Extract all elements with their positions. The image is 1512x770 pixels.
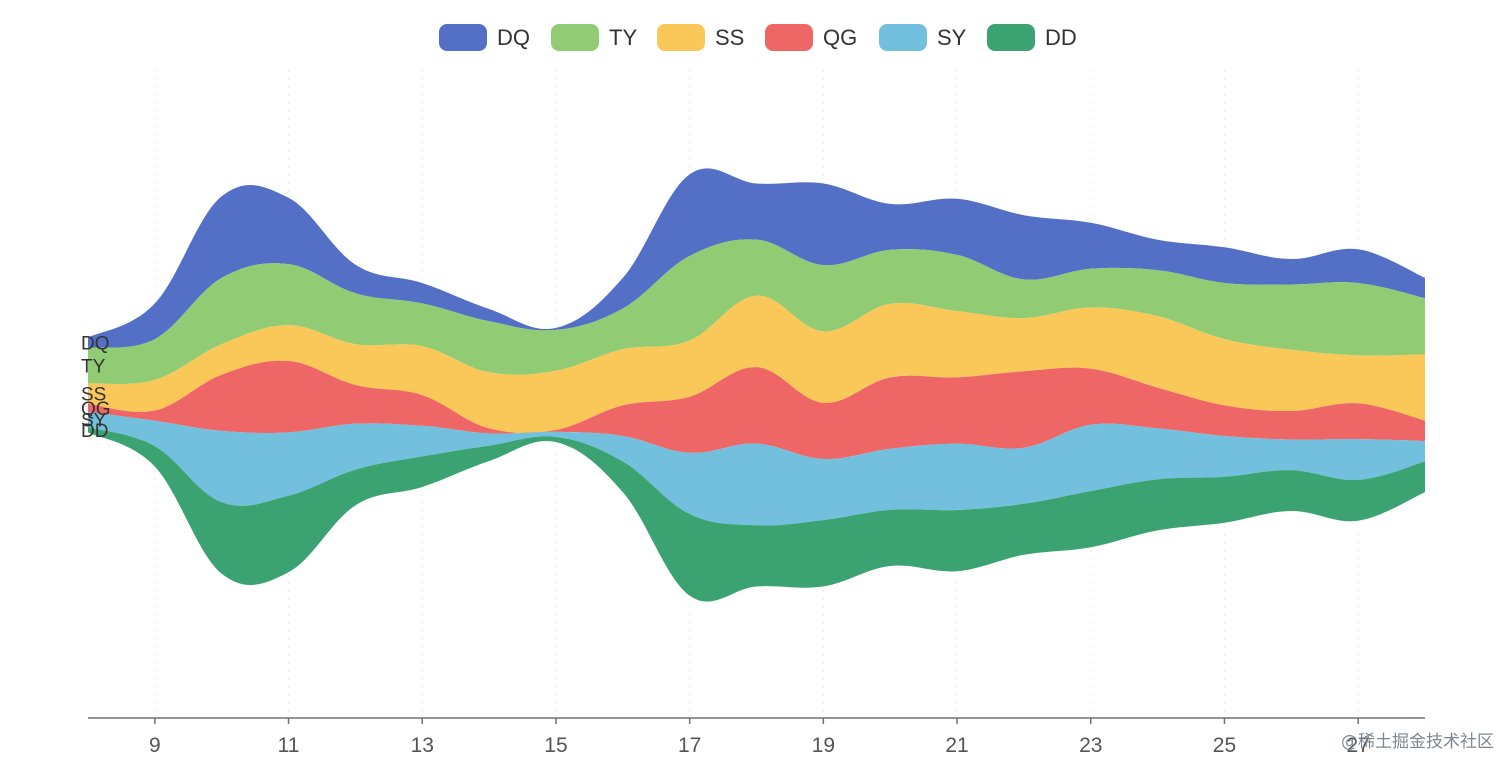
legend-item-qg[interactable]: QG (765, 24, 857, 51)
x-tick-label: 19 (812, 734, 835, 757)
legend-label: DQ (497, 25, 530, 50)
x-tick-label: 11 (278, 734, 300, 757)
x-tick-label: 13 (411, 734, 434, 757)
x-tick-label: 9 (149, 734, 161, 757)
legend-label: QG (823, 25, 857, 50)
series-label-qg: QG (81, 399, 111, 420)
legend-label: SS (715, 25, 744, 50)
series-label-dq: DQ (81, 334, 110, 355)
legend-swatch (765, 24, 813, 51)
x-tick-label: 27 (1346, 734, 1369, 757)
legend-item-sy[interactable]: SY (879, 24, 967, 51)
legend-item-dq[interactable]: DQ (439, 24, 530, 51)
legend-label: TY (609, 25, 637, 50)
river-band-dq[interactable] (88, 168, 1425, 348)
x-tick-label: 25 (1213, 734, 1236, 757)
legend-swatch (987, 24, 1035, 51)
x-tick-label: 15 (544, 734, 567, 757)
series-label-ss: SS (81, 385, 106, 406)
series-label-ty: TY (81, 357, 106, 378)
legend-item-ty[interactable]: TY (551, 24, 637, 51)
legend-item-ss[interactable]: SS (657, 24, 744, 51)
river-band-ss[interactable] (88, 295, 1425, 434)
watermark-text: @稀土掘金技术社区 (1341, 732, 1494, 752)
x-tick-label: 21 (945, 734, 968, 757)
series-label-dd: DD (81, 421, 108, 442)
theme-river-plot (88, 168, 1425, 602)
river-band-ty[interactable] (88, 239, 1425, 385)
river-band-sy[interactable] (88, 412, 1425, 526)
legend-item-dd[interactable]: DD (987, 24, 1077, 51)
river-band-qg[interactable] (88, 360, 1425, 460)
legend-label: DD (1045, 25, 1077, 50)
legend-swatch (439, 24, 487, 51)
series-label-sy: SY (81, 411, 107, 432)
legend-label: SY (937, 25, 967, 50)
x-axis: 9 11 13 15 17 19 21 23 25 27 (88, 717, 1425, 757)
legend[interactable]: DQ TY SS QG SY DD (439, 24, 1077, 51)
x-tick-label: 17 (678, 734, 701, 757)
legend-swatch (879, 24, 927, 51)
legend-swatch (657, 24, 705, 51)
legend-swatch (551, 24, 599, 51)
x-tick-label: 23 (1079, 734, 1102, 757)
river-band-dd[interactable] (88, 427, 1425, 602)
